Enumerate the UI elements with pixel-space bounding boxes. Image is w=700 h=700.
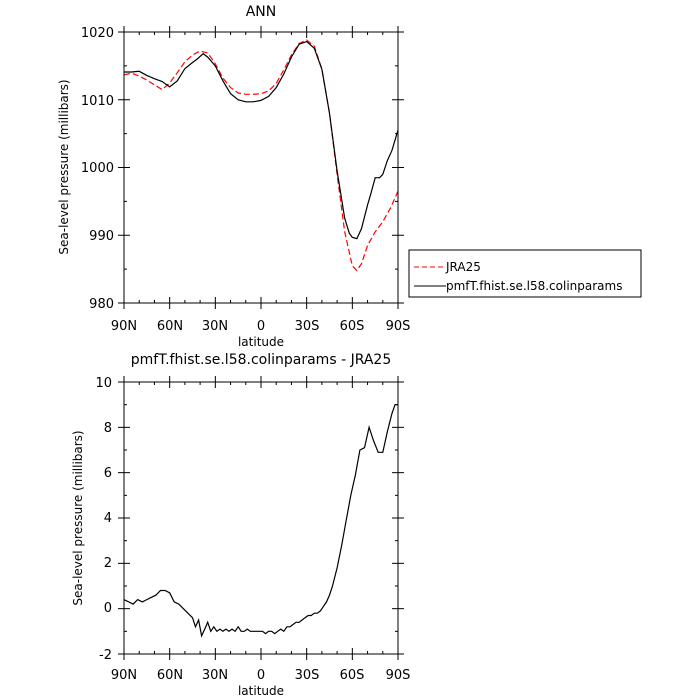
bottom-x-tick-label: 90S [386, 668, 411, 683]
top-y-tick-label: 990 [89, 229, 114, 244]
bottom-chart: pmfT.fhist.se.l58.colinparams - JRA25 90… [71, 352, 410, 698]
legend-box [408, 249, 642, 298]
bottom-x-tick-label: 90N [111, 668, 137, 683]
bottom-chart-title: pmfT.fhist.se.l58.colinparams - JRA25 [131, 352, 392, 368]
top-chart-ticks [118, 26, 404, 309]
top-chart-title: ANN [246, 4, 277, 20]
bottom-x-axis-label: latitude [238, 684, 284, 698]
bottom-x-tick-labels: 90N 60N 30N 0 30S 60S 90S [111, 668, 411, 683]
bottom-x-tick-label: 30S [295, 668, 320, 683]
top-x-tick-label: 90N [111, 319, 137, 334]
bottom-x-tick-label: 60S [340, 668, 365, 683]
top-chart: ANN 90N 60N 30N 0 30S 60S 90S 980 990 10… [57, 4, 642, 349]
top-x-axis-label: latitude [238, 335, 284, 349]
top-y-tick-label: 980 [89, 297, 114, 312]
bottom-chart-ticks [118, 376, 404, 660]
top-chart-frame [123, 31, 399, 304]
bottom-y-tick-label: 6 [104, 466, 112, 481]
bottom-y-tick-label: 8 [104, 421, 112, 436]
bottom-chart-frame [123, 381, 399, 655]
top-y-axis-label: Sea-level pressure (millibars) [57, 79, 71, 254]
top-x-tick-labels: 90N 60N 30N 0 30S 60S 90S [111, 319, 411, 334]
bottom-y-tick-label: 10 [95, 376, 112, 391]
top-series-line-1 [124, 40, 399, 240]
top-y-tick-label: 1010 [81, 94, 114, 109]
bottom-x-tick-label: 30N [202, 668, 228, 683]
top-x-tick-label: 60S [340, 319, 365, 334]
top-y-tick-labels: 980 990 1000 1010 1020 [81, 26, 114, 312]
top-y-tick-label: 1000 [81, 161, 114, 176]
top-series-line-0 [123, 39, 399, 272]
top-y-tick-label: 1020 [81, 26, 114, 41]
top-chart-series [123, 39, 399, 272]
top-x-tick-label: 30N [202, 319, 228, 334]
bottom-y-axis-label: Sea-level pressure (millibars) [71, 430, 85, 605]
bottom-y-tick-label: 4 [104, 511, 112, 526]
bottom-series-line-0 [123, 404, 398, 638]
bottom-y-tick-label: -2 [99, 648, 112, 663]
bottom-y-tick-label: 0 [104, 601, 112, 616]
top-x-tick-label: 30S [295, 319, 320, 334]
bottom-chart-series [123, 404, 398, 638]
bottom-x-tick-label: 60N [157, 668, 183, 683]
bottom-y-tick-label: 2 [104, 556, 112, 571]
bottom-y-tick-labels: -2 0 2 4 6 8 10 [95, 376, 112, 663]
top-x-tick-label: 0 [257, 319, 265, 334]
legend: JRA25 pmfT.fhist.se.l58.colinparams [408, 249, 642, 298]
bottom-x-tick-label: 0 [257, 668, 265, 683]
top-x-tick-label: 60N [157, 319, 183, 334]
top-x-tick-label: 90S [386, 319, 411, 334]
legend-label-jra25: JRA25 [445, 260, 481, 274]
legend-label-model: pmfT.fhist.se.l58.colinparams [446, 279, 622, 293]
